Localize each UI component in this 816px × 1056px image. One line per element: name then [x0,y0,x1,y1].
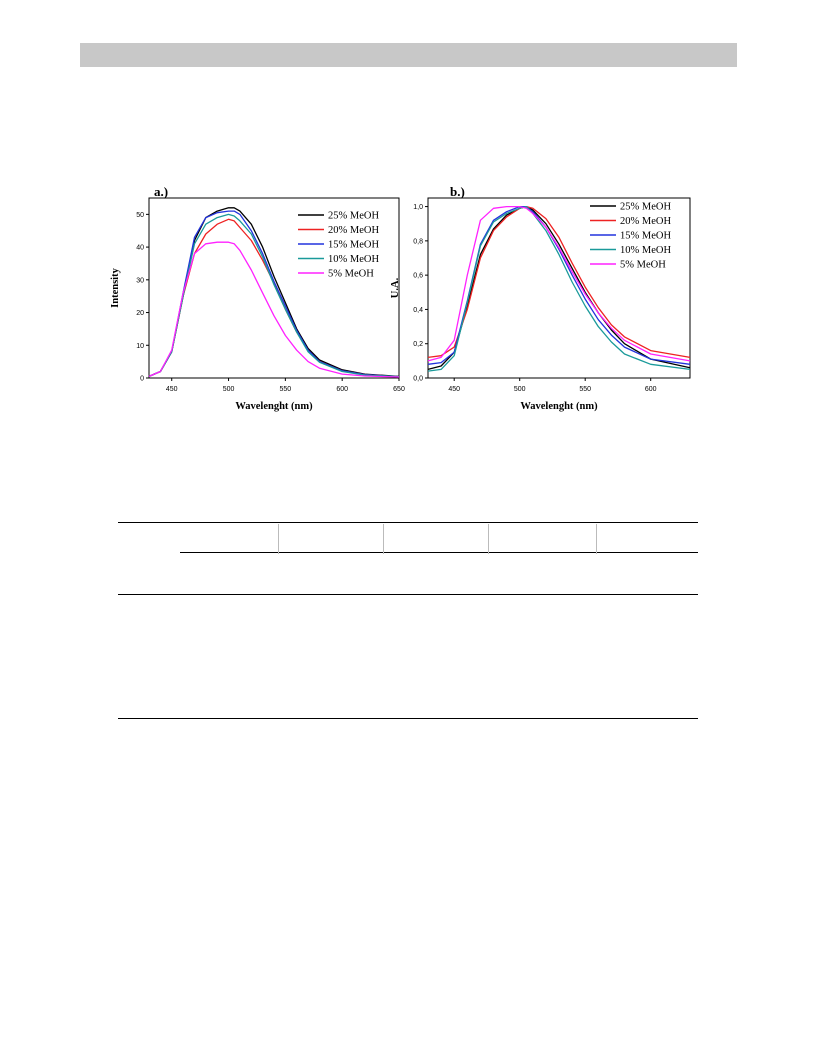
table-column-separator [383,524,384,554]
x-tick-label: 600 [336,386,348,393]
x-tick-label: 450 [166,386,178,393]
panel-label: a.) [154,184,168,199]
legend-label: 5% MeOH [328,269,374,280]
x-tick-label: 650 [393,386,405,393]
legend-label: 5% MeOH [620,260,666,271]
table-top-rule [118,522,698,523]
plot-frame [148,197,400,379]
x-tick-label: 550 [280,386,292,393]
table-header-rule [180,552,698,553]
y-tick-label: 10 [136,343,144,350]
x-tick-label: 550 [579,386,591,393]
x-tick-label: 450 [448,386,460,393]
y-axis-label: U.A. [390,277,401,298]
x-tick-label: 500 [514,386,526,393]
legend-label: 25% MeOH [328,211,379,222]
table-column-separator [596,524,597,554]
legend-label: 15% MeOH [328,240,379,251]
legend-label: 25% MeOH [620,202,671,213]
y-tick-label: 0,4 [413,307,423,314]
x-tick-label: 500 [223,386,235,393]
x-tick-label: 600 [645,386,657,393]
legend-label: 20% MeOH [328,225,379,236]
plot-frame [427,197,691,379]
chart-a-intensity: 450 500 550 600 650 0 10 20 30 40 50 a.) Wavelenght … [110,184,405,412]
legend-label: 15% MeOH [620,231,671,242]
page-header-bar [80,43,737,67]
series-line [427,205,691,359]
x-axis-label: Wavelenght (nm) [235,401,313,412]
y-tick-label: 1,0 [413,204,423,211]
y-axis-label: Intensity [110,267,121,307]
table-mid-rule [118,594,698,595]
y-tick-label: 0,0 [413,376,423,383]
legend-label: 10% MeOH [620,245,671,256]
legend-label: 20% MeOH [620,216,671,227]
x-axis-label: Wavelenght (nm) [520,401,598,412]
y-tick-label: 0,2 [413,341,423,348]
table-bottom-rule [118,718,698,719]
legend-label: 10% MeOH [328,254,379,265]
chart-b-normalized: 450 500 550 600 0,0 0,2 0,4 0,6 0,8 1,0 b.) Wavelen… [390,184,691,412]
table-column-separator [488,524,489,554]
series-line [427,205,691,362]
y-tick-label: 0,8 [413,238,423,245]
table-column-separator [278,524,279,554]
y-tick-label: 50 [136,212,144,219]
y-tick-label: 0 [140,376,144,383]
series-line [148,241,400,378]
panel-label: b.) [450,184,465,199]
data-table [118,522,698,722]
y-tick-label: 40 [136,245,144,252]
y-tick-label: 30 [136,277,144,284]
y-tick-label: 0,6 [413,273,423,280]
series-line [427,205,691,371]
y-tick-label: 20 [136,310,144,317]
